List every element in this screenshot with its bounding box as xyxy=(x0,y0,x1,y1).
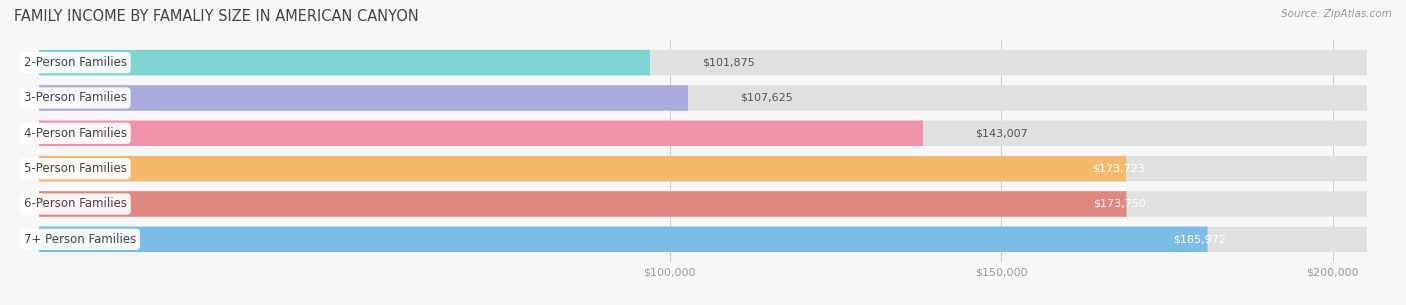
FancyBboxPatch shape xyxy=(41,227,1365,252)
FancyBboxPatch shape xyxy=(41,156,1365,181)
Text: 3-Person Families: 3-Person Families xyxy=(24,92,127,105)
FancyBboxPatch shape xyxy=(41,50,650,75)
FancyBboxPatch shape xyxy=(41,50,1365,75)
Text: $173,723: $173,723 xyxy=(1092,164,1146,174)
FancyBboxPatch shape xyxy=(41,191,1126,217)
FancyBboxPatch shape xyxy=(41,85,1365,111)
Text: 6-Person Families: 6-Person Families xyxy=(24,197,127,210)
FancyBboxPatch shape xyxy=(41,227,1206,252)
Text: 2-Person Families: 2-Person Families xyxy=(24,56,127,69)
Text: FAMILY INCOME BY FAMALIY SIZE IN AMERICAN CANYON: FAMILY INCOME BY FAMALIY SIZE IN AMERICA… xyxy=(14,9,419,24)
Text: $185,972: $185,972 xyxy=(1174,234,1226,244)
Text: 4-Person Families: 4-Person Families xyxy=(24,127,127,140)
Text: 5-Person Families: 5-Person Families xyxy=(24,162,127,175)
FancyBboxPatch shape xyxy=(41,85,688,111)
Text: $107,625: $107,625 xyxy=(741,93,793,103)
Text: Source: ZipAtlas.com: Source: ZipAtlas.com xyxy=(1281,9,1392,19)
FancyBboxPatch shape xyxy=(41,120,1365,146)
Text: $143,007: $143,007 xyxy=(974,128,1028,138)
Text: $101,875: $101,875 xyxy=(702,58,755,68)
FancyBboxPatch shape xyxy=(41,120,922,146)
Text: $173,750: $173,750 xyxy=(1092,199,1146,209)
Text: 7+ Person Families: 7+ Person Families xyxy=(24,233,136,246)
FancyBboxPatch shape xyxy=(41,156,1125,181)
FancyBboxPatch shape xyxy=(41,191,1365,217)
